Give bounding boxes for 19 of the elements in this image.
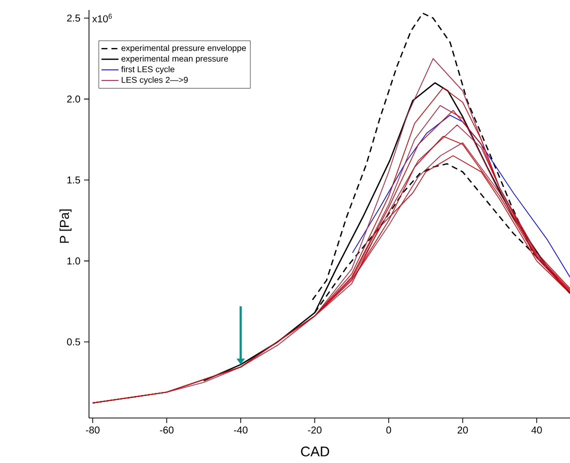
y-axis-title: P [Pa] [59, 210, 72, 243]
x-tick-label: -20 [308, 426, 322, 434]
y-tick-label: 0.5 [67, 338, 80, 346]
y-tick-label: 1.5 [67, 176, 80, 184]
y-tick-label: 2.5 [67, 14, 80, 22]
x-tick-label: -80 [86, 426, 100, 434]
legend-label: experimental pressure enveloppe [121, 44, 246, 53]
x-tick-label: 0 [386, 426, 392, 434]
x-tick-label: 40 [531, 426, 542, 434]
x-axis-title: CAD [301, 446, 330, 456]
y-tick-label: 1.0 [67, 257, 80, 264]
y-tick-label: 2.0 [67, 96, 80, 103]
legend-label: LES cycles 2—>9 [122, 76, 188, 85]
x-tick-label: -60 [160, 426, 174, 434]
legend-label: first LES cycle [121, 66, 174, 74]
annotation: x10$^{6}$ [92, 14, 112, 22]
legend-label: experimental mean pressure [121, 55, 228, 64]
x-tick-label: -40 [234, 426, 248, 434]
x-tick-label: 20 [458, 426, 468, 434]
